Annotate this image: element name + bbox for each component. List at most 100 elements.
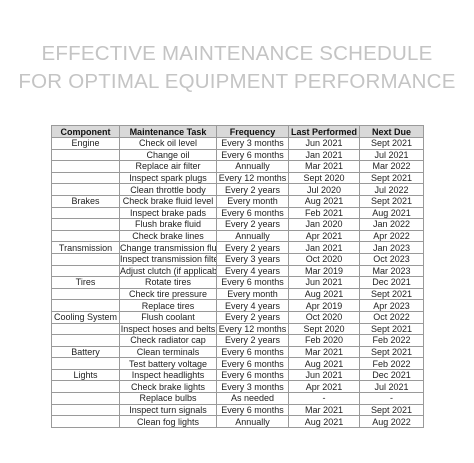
cell-maintenance-task: Inspect turn signals: [119, 403, 217, 417]
cell-last-performed: Mar 2021: [288, 403, 360, 417]
cell-frequency: Every 6 months: [216, 276, 289, 289]
cell-component: [51, 403, 120, 417]
cell-next-due: Oct 2023: [359, 252, 424, 266]
cell-maintenance-task: Check brake lights: [119, 380, 217, 394]
cell-maintenance-task: Inspect headlights: [119, 368, 217, 382]
cell-last-performed: Aug 2021: [288, 415, 360, 428]
page-title-line-2: FOR OPTIMAL EQUIPMENT PERFORMANCE: [18, 70, 456, 93]
cell-maintenance-task: Check radiator cap: [119, 334, 217, 347]
cell-component: [51, 252, 120, 266]
cell-next-due: Sept 2021: [359, 137, 424, 150]
cell-frequency: Every 2 years: [216, 218, 289, 231]
table-row: Inspect transmission filter Every 3 years…: [51, 252, 424, 266]
cell-last-performed: Feb 2020: [288, 334, 360, 347]
cell-next-due: -: [359, 392, 424, 405]
cell-component: [51, 229, 120, 243]
cell-maintenance-task: Rotate tires: [119, 276, 217, 289]
cell-maintenance-task: Flush coolant: [119, 310, 217, 324]
table-row: Test battery voltage Every 6 months Aug 20…: [51, 357, 424, 370]
cell-last-performed: Apr 2021: [288, 380, 360, 394]
cell-last-performed: Apr 2019: [288, 299, 360, 312]
cell-next-due: Jan 2023: [359, 241, 424, 254]
cell-maintenance-task: Replace air filter: [119, 160, 217, 173]
cell-last-performed: Sept 2020: [288, 322, 360, 336]
cell-component: Cooling System: [51, 310, 120, 324]
cell-component: [51, 218, 120, 231]
cell-last-performed: -: [288, 392, 360, 405]
cell-component: Lights: [51, 368, 120, 382]
cell-next-due: Dec 2021: [359, 368, 424, 382]
cell-frequency: Every 2 years: [216, 310, 289, 324]
page-title-line-1: EFFECTIVE MAINTENANCE SCHEDULE: [41, 42, 433, 65]
cell-maintenance-task: Inspect hoses and belts: [119, 322, 217, 336]
cell-component: [51, 183, 120, 196]
cell-next-due: Mar 2022: [359, 160, 424, 173]
cell-frequency: Every 6 months: [216, 206, 289, 220]
cell-next-due: Feb 2022: [359, 357, 424, 370]
cell-frequency: Every 4 years: [216, 264, 289, 278]
cell-next-due: Sept 2021: [359, 171, 424, 185]
cell-last-performed: Apr 2021: [288, 229, 360, 243]
cell-maintenance-task: Change oil: [119, 148, 217, 162]
table-row: Cooling System Flush coolant Every 2 years…: [51, 310, 424, 324]
cell-next-due: Sept 2021: [359, 322, 424, 336]
cell-next-due: Sept 2021: [359, 403, 424, 417]
cell-maintenance-task: Change transmission fluid: [119, 241, 217, 254]
table-row: Battery Clean terminals Every 6 months Mar …: [51, 345, 424, 359]
table-body: Engine Check oil level Every 3 months Jun 2…: [51, 137, 424, 428]
cell-last-performed: Mar 2021: [288, 345, 360, 359]
cell-component: [51, 322, 120, 336]
cell-frequency: Every 3 months: [216, 137, 289, 150]
header-component: Component: [51, 125, 120, 138]
cell-frequency: Every 6 months: [216, 148, 289, 162]
cell-last-performed: Oct 2020: [288, 252, 360, 266]
cell-frequency: Every 12 months: [216, 322, 289, 336]
cell-maintenance-task: Inspect brake pads: [119, 206, 217, 220]
cell-maintenance-task: Clean fog lights: [119, 415, 217, 428]
cell-last-performed: Aug 2021: [288, 357, 360, 370]
table-row: Change oil Every 6 months Jan 2021 Jul 2021: [51, 148, 424, 162]
cell-next-due: Oct 2022: [359, 310, 424, 324]
cell-next-due: Jan 2022: [359, 218, 424, 231]
cell-last-performed: Jan 2021: [288, 148, 360, 162]
cell-frequency: Annually: [216, 415, 289, 428]
cell-last-performed: Jun 2021: [288, 276, 360, 289]
cell-last-performed: Jun 2021: [288, 137, 360, 150]
cell-frequency: Every 3 months: [216, 380, 289, 394]
cell-last-performed: Aug 2021: [288, 287, 360, 301]
header-maintenance-task: Maintenance Task: [119, 125, 217, 138]
cell-last-performed: Aug 2021: [288, 194, 360, 208]
cell-next-due: Aug 2021: [359, 206, 424, 220]
cell-component: [51, 392, 120, 405]
cell-frequency: Every 6 months: [216, 403, 289, 417]
table-row: Check brake lights Every 3 months Apr 2021…: [51, 380, 424, 394]
cell-component: [51, 357, 120, 370]
cell-next-due: Jul 2022: [359, 183, 424, 196]
table-row: Brakes Check brake fluid level Every month…: [51, 194, 424, 208]
cell-component: [51, 264, 120, 278]
header-next-due: Next Due: [359, 125, 424, 138]
cell-next-due: Dec 2021: [359, 276, 424, 289]
cell-maintenance-task: Check brake fluid level: [119, 194, 217, 208]
table-row: Adjust clutch (if applicable) Every 4 yea…: [51, 264, 424, 278]
cell-frequency: Every 2 years: [216, 334, 289, 347]
cell-next-due: Sept 2021: [359, 194, 424, 208]
cell-next-due: Aug 2022: [359, 415, 424, 428]
cell-last-performed: Jan 2021: [288, 241, 360, 254]
table-row: Lights Inspect headlights Every 6 months Ju…: [51, 368, 424, 382]
cell-component: [51, 334, 120, 347]
cell-next-due: Apr 2023: [359, 299, 424, 312]
cell-maintenance-task: Inspect transmission filter: [119, 252, 217, 266]
cell-component: [51, 380, 120, 394]
table-row: Check radiator cap Every 2 years Feb 2020 F…: [51, 334, 424, 347]
table-row: Flush brake fluid Every 2 years Jan 2020 Ja…: [51, 218, 424, 231]
cell-next-due: Mar 2023: [359, 264, 424, 278]
table-row: Inspect brake pads Every 6 months Feb 2021…: [51, 206, 424, 220]
table-row: Transmission Change transmission fluid Eve…: [51, 241, 424, 254]
cell-maintenance-task: Check tire pressure: [119, 287, 217, 301]
table-row: Inspect hoses and belts Every 12 months Se…: [51, 322, 424, 336]
cell-maintenance-task: Check brake lines: [119, 229, 217, 243]
cell-maintenance-task: Test battery voltage: [119, 357, 217, 370]
cell-component: [51, 206, 120, 220]
table-row: Clean throttle body Every 2 years Jul 2020…: [51, 183, 424, 196]
